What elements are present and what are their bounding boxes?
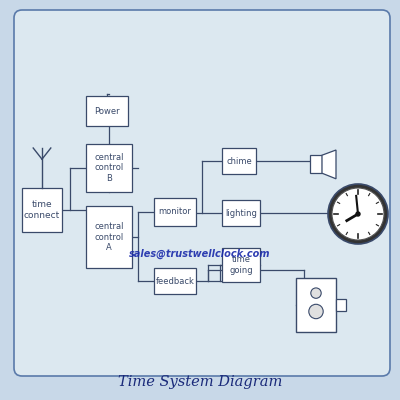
FancyBboxPatch shape bbox=[154, 268, 196, 294]
FancyBboxPatch shape bbox=[86, 144, 132, 192]
Text: monitor: monitor bbox=[158, 208, 192, 216]
Text: time
going: time going bbox=[229, 255, 253, 275]
Circle shape bbox=[309, 304, 323, 319]
FancyBboxPatch shape bbox=[296, 278, 336, 332]
FancyBboxPatch shape bbox=[22, 188, 62, 232]
Text: time
connect: time connect bbox=[24, 200, 60, 220]
Text: central
control
A: central control A bbox=[94, 222, 124, 252]
Text: lighting: lighting bbox=[225, 208, 257, 218]
Circle shape bbox=[356, 212, 360, 216]
FancyBboxPatch shape bbox=[154, 198, 196, 226]
Text: central
control
B: central control B bbox=[94, 153, 124, 183]
Text: sales@trustwellclock.com: sales@trustwellclock.com bbox=[129, 249, 271, 259]
Circle shape bbox=[311, 288, 321, 298]
FancyBboxPatch shape bbox=[14, 10, 390, 376]
Circle shape bbox=[328, 184, 388, 244]
FancyBboxPatch shape bbox=[222, 248, 260, 282]
FancyBboxPatch shape bbox=[336, 298, 346, 311]
Polygon shape bbox=[322, 150, 336, 179]
FancyBboxPatch shape bbox=[222, 148, 256, 174]
FancyBboxPatch shape bbox=[222, 200, 260, 226]
FancyBboxPatch shape bbox=[310, 155, 322, 173]
Text: Power: Power bbox=[94, 106, 120, 116]
Text: Time System Diagram: Time System Diagram bbox=[118, 375, 282, 389]
Text: chime: chime bbox=[226, 156, 252, 166]
Text: feedback: feedback bbox=[156, 276, 194, 286]
FancyBboxPatch shape bbox=[86, 96, 128, 126]
FancyBboxPatch shape bbox=[86, 206, 132, 268]
Circle shape bbox=[332, 188, 384, 240]
